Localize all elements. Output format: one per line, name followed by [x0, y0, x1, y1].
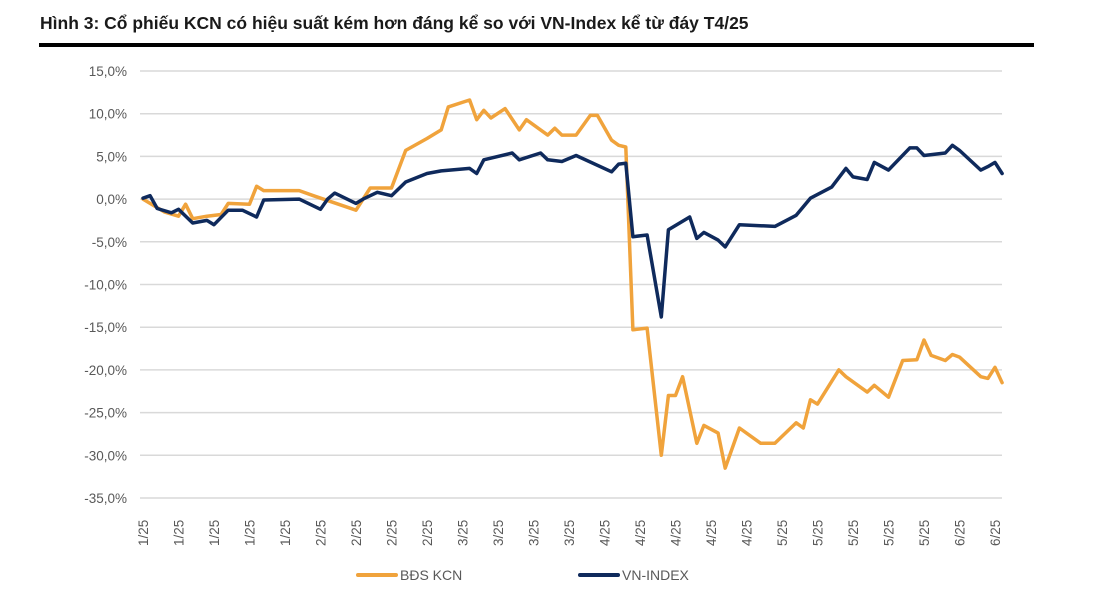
y-tick-label: -15,0% — [84, 320, 127, 335]
x-tick-label: 6/25 — [953, 520, 968, 546]
chart-title: Hình 3: Cổ phiếu KCN có hiệu suất kém hơ… — [40, 13, 749, 33]
y-tick-label: -20,0% — [84, 363, 127, 378]
y-tick-label: -10,0% — [84, 278, 127, 293]
x-tick-label: 4/25 — [704, 520, 719, 546]
y-tick-label: -25,0% — [84, 406, 127, 421]
series-line-vn-index — [141, 143, 1004, 319]
legend-label: BĐS KCN — [400, 567, 462, 583]
x-tick-label: 4/25 — [633, 520, 648, 546]
y-tick-label: -30,0% — [84, 448, 127, 463]
x-tick-label: 6/25 — [988, 520, 1003, 546]
x-tick-label: 1/25 — [136, 520, 151, 546]
x-tick-label: 5/25 — [917, 520, 932, 546]
x-tick-label: 3/25 — [456, 520, 471, 546]
legend-label: VN-INDEX — [622, 567, 690, 583]
x-tick-label: 3/25 — [527, 520, 542, 546]
x-tick-label: 1/25 — [207, 520, 222, 546]
y-tick-label: 0,0% — [96, 192, 127, 207]
x-tick-label: 3/25 — [562, 520, 577, 546]
x-tick-label: 1/25 — [243, 520, 258, 546]
x-tick-label: 2/25 — [385, 520, 400, 546]
y-tick-label: 5,0% — [96, 149, 127, 164]
x-tick-label: 2/25 — [349, 520, 364, 546]
y-tick-label: 10,0% — [89, 107, 127, 122]
x-tick-label: 2/25 — [314, 520, 329, 546]
x-tick-label: 4/25 — [598, 520, 613, 546]
x-tick-label: 5/25 — [811, 520, 826, 546]
x-tick-label: 1/25 — [172, 520, 187, 546]
series-line-bds-kcn — [141, 98, 1004, 470]
x-tick-label: 4/25 — [740, 520, 755, 546]
x-tick-label: 2/25 — [420, 520, 435, 546]
title-divider — [39, 43, 1034, 47]
x-tick-label: 5/25 — [775, 520, 790, 546]
y-tick-label: -35,0% — [84, 491, 127, 506]
y-tick-label: -5,0% — [92, 235, 127, 250]
x-tick-label: 3/25 — [491, 520, 506, 546]
x-tick-label: 1/25 — [278, 520, 293, 546]
x-tick-label: 5/25 — [882, 520, 897, 546]
x-tick-label: 4/25 — [669, 520, 684, 546]
y-tick-label: 15,0% — [89, 64, 127, 79]
x-tick-label: 5/25 — [846, 520, 861, 546]
